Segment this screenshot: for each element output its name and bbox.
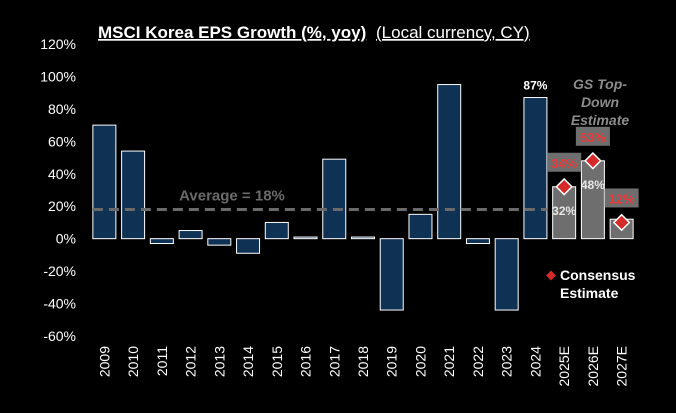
gs-note-line-1: GS Top- (573, 76, 627, 92)
average-label: Average = 18% (179, 187, 285, 204)
legend-marker (546, 270, 556, 281)
bar (408, 213, 433, 240)
y-tick-label: 20% (48, 198, 76, 214)
bar (236, 238, 261, 254)
chart-subtitle: (Local currency, CY) (376, 23, 530, 42)
gs-note: GS Top- Down Estimate (571, 76, 630, 128)
x-tick-label: 2020 (412, 346, 428, 377)
y-tick-label: -60% (43, 328, 76, 344)
bar-value-labels: 87% 32% 48% (523, 79, 605, 218)
y-axis: 120% 100% 80% 60% 40% 20% 0% -20% -40% -60% (40, 36, 76, 344)
consensus-label-box (604, 188, 639, 208)
x-tick-label: 2025E (556, 346, 572, 386)
bar-series (92, 84, 634, 311)
x-tick-label: 2012 (183, 346, 199, 377)
x-tick-label: 2022 (470, 346, 486, 377)
bar (322, 158, 347, 240)
bar (437, 84, 462, 240)
consensus-label: 12% (609, 191, 635, 206)
x-tick-label: 2011 (154, 346, 170, 376)
consensus-label: 34% (551, 156, 577, 171)
y-tick-label: 80% (48, 101, 76, 117)
bar (523, 97, 548, 240)
bar (580, 160, 605, 240)
x-tick-label: 2018 (355, 346, 371, 377)
bar (178, 230, 203, 240)
bar (121, 150, 146, 240)
bar (207, 238, 232, 246)
y-tick-label: 60% (48, 133, 76, 149)
x-tick-label: 2019 (384, 346, 400, 377)
x-tick-label: 2014 (240, 346, 256, 377)
x-axis: 2009 2010 2011 2012 2013 2014 2015 2016 2017 2018… (96, 346, 629, 387)
bar-value-label: 87% (523, 79, 547, 93)
x-tick-label: 2021 (441, 346, 457, 377)
consensus-markers: 34%53% 12% (547, 126, 639, 232)
bar (149, 238, 174, 245)
bar (465, 238, 490, 245)
x-tick-label: 2024 (527, 346, 543, 377)
bar (92, 124, 117, 240)
bar (264, 221, 289, 240)
average-line-group: Average = 18% (92, 187, 547, 211)
x-tick-label: 2009 (96, 346, 112, 377)
legend-label-line-1: Consensus (560, 267, 636, 283)
consensus-label-box (575, 126, 610, 146)
consensus-marker (612, 213, 631, 232)
y-tick-label: -40% (43, 296, 76, 312)
consensus-marker (555, 177, 573, 196)
bar (494, 238, 519, 311)
consensus-marker (584, 151, 602, 170)
x-tick-label: 2017 (326, 346, 342, 377)
legend-label-line-2: Estimate (560, 285, 619, 301)
legend: Consensus Estimate (546, 267, 636, 301)
bar-value-label: 48% (581, 178, 605, 192)
bar (293, 236, 318, 240)
y-tick-label: 120% (40, 36, 76, 52)
y-tick-label: 40% (48, 166, 76, 182)
x-tick-label: 2027E (614, 346, 630, 386)
x-tick-label: 2013 (211, 346, 227, 377)
x-tick-label: 2015 (269, 346, 285, 377)
bar (351, 236, 375, 240)
x-tick-label: 2026E (585, 346, 601, 386)
x-tick-label: 2023 (499, 346, 515, 377)
x-tick-label: 2010 (125, 346, 141, 377)
bar-value-label: 32% (552, 204, 576, 218)
gs-note-line-3: Estimate (571, 112, 630, 128)
bar (379, 238, 404, 311)
x-tick-label: 2016 (298, 346, 314, 377)
chart-title: MSCI Korea EPS Growth (%, yoy) (98, 23, 366, 42)
y-tick-label: -20% (43, 263, 76, 279)
y-tick-label: 100% (40, 68, 76, 84)
gs-note-line-2: Down (581, 94, 619, 110)
y-tick-label: 0% (56, 231, 76, 247)
chart-title-line: MSCI Korea EPS Growth (%, yoy) (Local cu… (98, 23, 530, 42)
consensus-label-box (547, 152, 582, 172)
consensus-label: 53% (580, 130, 606, 145)
